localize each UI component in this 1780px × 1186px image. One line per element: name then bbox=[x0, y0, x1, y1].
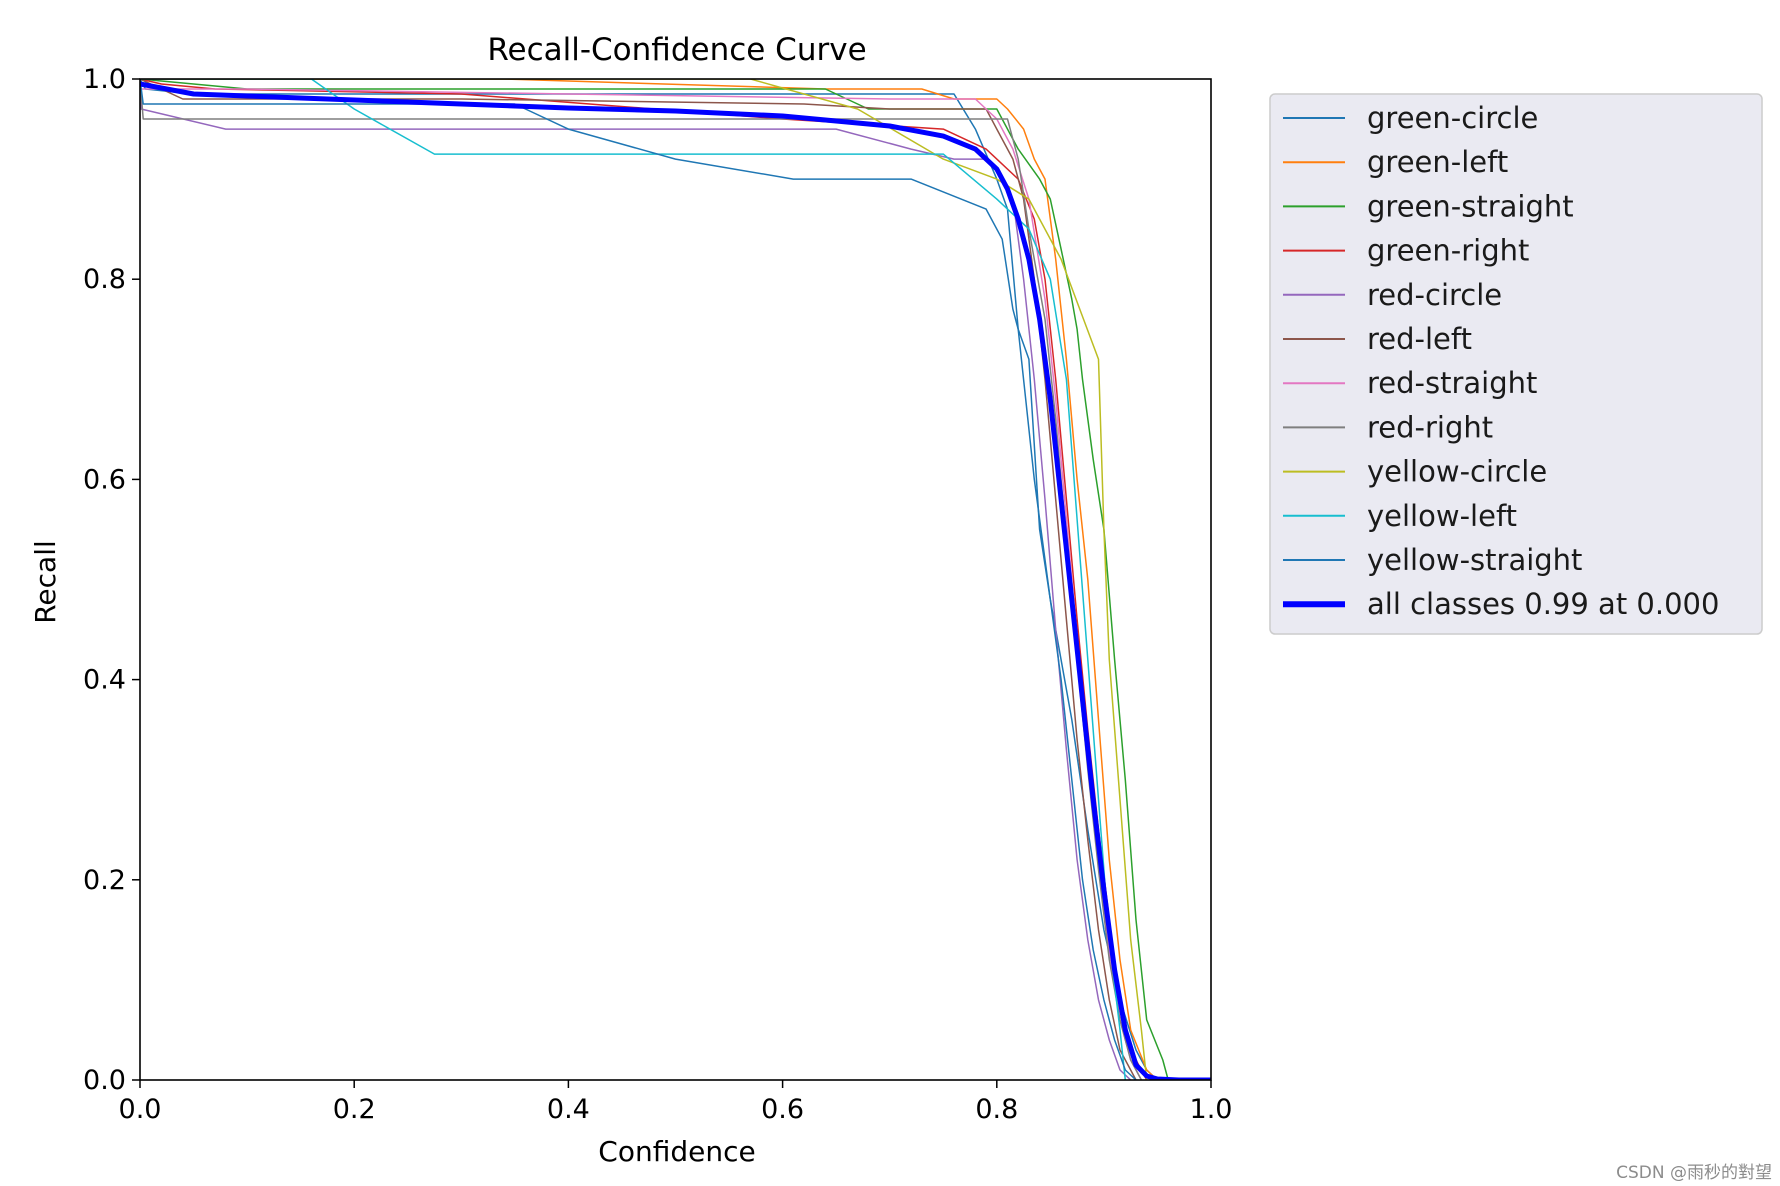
legend: green-circle green-left green-straight gree… bbox=[1269, 93, 1763, 635]
y-tick-label: 0.6 bbox=[83, 464, 126, 495]
x-tick-label: 0.6 bbox=[761, 1094, 804, 1125]
watermark: CSDN @雨秒的對望 bbox=[1616, 1163, 1772, 1183]
series-lines bbox=[140, 79, 1211, 1080]
series-line-red-right bbox=[140, 79, 1143, 1080]
legend-label: green-straight bbox=[1367, 189, 1574, 223]
y-tick-label: 0.2 bbox=[83, 865, 126, 896]
y-axis-ticks: 0.0 0.2 0.4 0.6 0.8 1.0 bbox=[83, 64, 140, 1096]
legend-label: yellow-straight bbox=[1367, 543, 1582, 577]
series-line-green-right bbox=[140, 79, 1148, 1080]
legend-label: yellow-circle bbox=[1367, 455, 1547, 489]
series-line-yellow-circle bbox=[140, 79, 1148, 1080]
legend-label: yellow-left bbox=[1367, 499, 1517, 533]
x-axis-ticks: 0.0 0.2 0.4 0.6 0.8 1.0 bbox=[119, 1080, 1233, 1125]
legend-label: red-left bbox=[1367, 322, 1472, 356]
series-line-red-straight bbox=[140, 88, 1143, 1080]
legend-label: all classes 0.99 at 0.000 bbox=[1367, 587, 1719, 621]
x-tick-label: 0.8 bbox=[975, 1094, 1018, 1125]
y-tick-label: 1.0 bbox=[83, 64, 126, 95]
x-axis-label: Confidence bbox=[598, 1135, 755, 1168]
series-line-green-circle bbox=[140, 79, 1159, 1080]
series-line-red-circle bbox=[140, 79, 1132, 1080]
chart-title: Recall-Confidence Curve bbox=[487, 32, 866, 68]
series-line-all-classes-0-99-at-0-000 bbox=[140, 81, 1211, 1080]
x-tick-label: 1.0 bbox=[1190, 1094, 1233, 1125]
series-line-yellow-left bbox=[140, 79, 1127, 1080]
y-tick-label: 0.8 bbox=[83, 264, 126, 295]
legend-label: red-right bbox=[1367, 410, 1493, 444]
y-tick-label: 0.4 bbox=[83, 665, 126, 696]
plot-frame bbox=[139, 78, 1212, 1081]
legend-label: green-left bbox=[1367, 145, 1508, 179]
y-axis-label: Recall bbox=[29, 540, 62, 624]
series-line-green-left bbox=[140, 79, 1159, 1080]
legend-label: green-right bbox=[1367, 234, 1529, 268]
series-line-red-left bbox=[140, 79, 1137, 1080]
series-line-green-straight bbox=[140, 79, 1169, 1080]
legend-label: green-circle bbox=[1367, 101, 1538, 135]
x-tick-label: 0.2 bbox=[333, 1094, 376, 1125]
x-tick-label: 0.4 bbox=[547, 1094, 590, 1125]
x-tick-label: 0.0 bbox=[119, 1094, 162, 1125]
series-line-yellow-straight bbox=[140, 79, 1137, 1080]
legend-label: red-circle bbox=[1367, 278, 1502, 312]
y-tick-label: 0.0 bbox=[83, 1065, 126, 1096]
legend-label: red-straight bbox=[1367, 366, 1537, 400]
legend-box bbox=[1269, 93, 1763, 635]
